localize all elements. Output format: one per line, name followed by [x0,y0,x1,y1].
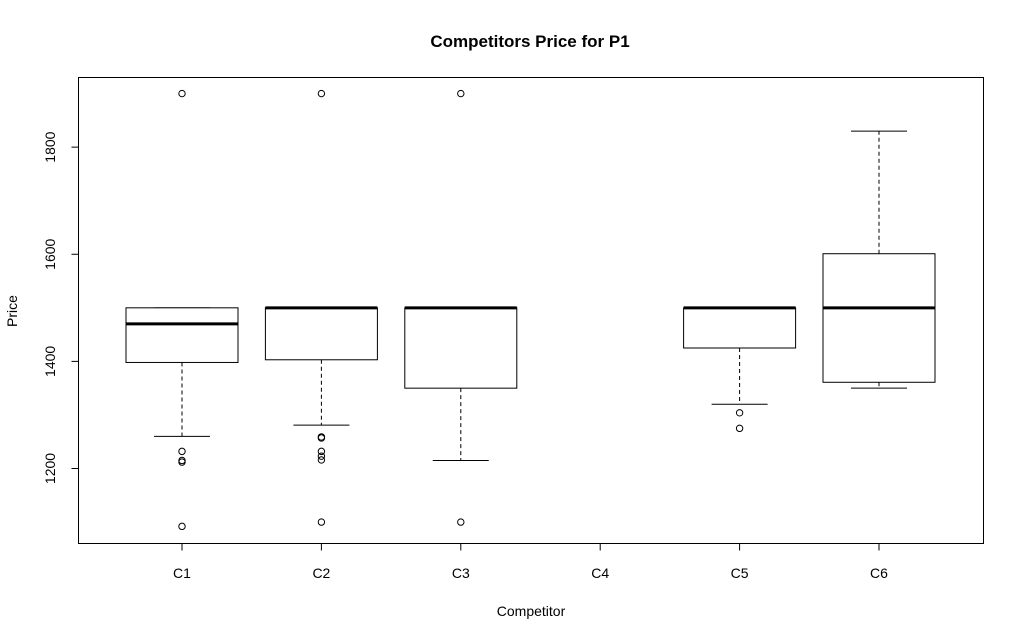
x-tick-label-C5: C5 [731,565,749,581]
x-tick-label-C1: C1 [173,565,191,581]
outlier-C3-1 [457,518,465,526]
outlier-C1-1 [178,447,186,456]
box-body-C2 [264,307,378,361]
outlier-C2-4 [317,452,326,460]
y-tick-label-1800: 1800 [42,131,58,162]
box-C3 [404,89,518,526]
outlier-C5-1 [735,424,744,433]
x-tick-label-C4: C4 [591,565,609,581]
outlier-C3-0 [457,89,465,98]
chart-title: Competitors Price for P1 [430,32,629,51]
box-body-C6 [822,253,936,383]
x-tick-label-C6: C6 [870,565,888,581]
outlier-C2-5 [317,456,326,464]
x-tick-label-C3: C3 [452,565,470,581]
y-axis-title: Price [4,295,20,327]
y-tick-label-1400: 1400 [42,346,58,377]
x-axis: C1 C2 C3 C4 C5 C6 [173,543,888,581]
outlier-C2-2 [317,434,326,442]
box-body-C3 [404,307,518,389]
box-C1 [125,89,239,531]
outlier-C2-3 [317,447,326,456]
box-C2 [264,89,378,526]
y-tick-label-1200: 1200 [42,453,58,484]
box-body-C1 [125,307,239,363]
box-C5 [683,306,797,433]
box-C6 [822,130,936,389]
outlier-C2-0 [317,89,326,98]
outlier-C1-0 [178,89,186,98]
outlier-C2-6 [317,518,326,526]
outlier-C1-4 [178,522,186,531]
y-axis: 1200 1400 1600 1800 [42,131,79,484]
x-tick-label-C2: C2 [312,565,330,581]
box-body-C5 [683,307,797,349]
boxes-layer [125,89,936,531]
outlier-C5-0 [735,409,744,417]
x-axis-title: Competitor [497,603,566,619]
outlier-C1-3 [178,458,186,466]
y-tick-label-1600: 1600 [42,238,58,269]
